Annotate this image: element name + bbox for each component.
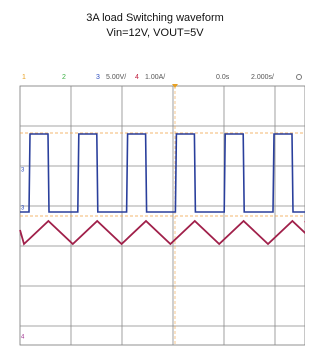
- status-icon: [297, 75, 302, 80]
- ch4-marker: 4: [21, 335, 25, 341]
- page: {"title": {"line1": "3A load Switching w…: [0, 0, 320, 352]
- scope-figure: 3A load Switching waveform Vin=12V, VOUT…: [0, 0, 305, 347]
- ch3-ground-marker: 3: [21, 206, 25, 212]
- switch-node-waveform: [20, 134, 305, 212]
- title-line-1: 3A load Switching waveform: [86, 12, 224, 24]
- screen-border: [20, 86, 305, 345]
- ch3-marker: 3: [21, 168, 25, 174]
- scope-grid: [20, 86, 305, 345]
- time-scale: 2.000s/: [251, 74, 274, 81]
- ch4-scale: 1.00A/: [145, 74, 165, 81]
- ch3-scale: 5.00V/: [106, 74, 126, 81]
- ch3-label: 3: [96, 74, 100, 81]
- inductor-current-waveform: [20, 221, 305, 244]
- ch1-label: 1: [22, 74, 26, 81]
- ch2-label: 2: [62, 74, 66, 81]
- scope-header: 1 2 3 5.00V/ 4 1.00A/ 0.0s 2.000s/: [22, 74, 302, 81]
- ch4-label: 4: [135, 74, 139, 81]
- time-position: 0.0s: [216, 74, 230, 81]
- title-line-2: Vin=12V, VOUT=5V: [106, 27, 204, 39]
